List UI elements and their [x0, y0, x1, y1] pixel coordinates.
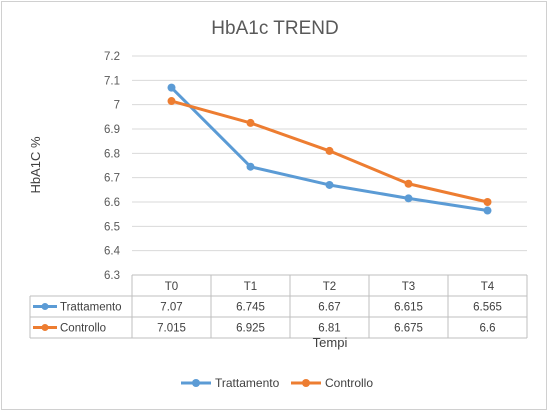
table-cell-value: 6.565	[473, 302, 502, 314]
y-tick-label: 6.5	[104, 221, 120, 233]
legend-key-marker	[302, 379, 310, 387]
table-series-name: Trattamento	[60, 302, 122, 314]
table-legend-key-marker	[41, 303, 49, 310]
x-tick-label: T4	[481, 281, 495, 293]
series-lines	[167, 83, 492, 215]
x-tick-label: T2	[323, 281, 336, 293]
data-point	[246, 118, 255, 127]
y-axis-label: HbA1C %	[28, 136, 43, 194]
table-cell-value: 6.81	[318, 323, 340, 335]
y-tick-label: 6.6	[104, 197, 120, 209]
y-tick-label: 6.9	[104, 124, 120, 136]
data-point	[404, 194, 413, 203]
y-tick-label: 6.7	[104, 173, 120, 185]
legend-item-label: Controllo	[325, 376, 373, 390]
data-point	[483, 206, 492, 215]
table-cell-value: 6.745	[236, 302, 265, 314]
table-legend-key-marker	[41, 324, 49, 331]
table-cell-value: 6.67	[318, 302, 340, 314]
table-cell-value: 6.615	[394, 302, 423, 314]
y-tick-label: 7.1	[104, 75, 120, 87]
chart-title: HbA1c TREND	[211, 18, 338, 39]
y-tick-label: 6.8	[104, 148, 120, 160]
data-point	[483, 198, 492, 206]
x-tick-label: T3	[402, 281, 415, 293]
legend-key-marker	[192, 379, 200, 387]
table-cell-value: 6.925	[236, 323, 265, 335]
data-point	[325, 180, 334, 189]
y-axis-ticks: 7.2 7.1 7 6.9 6.8 6.7 6.6 6.5 6.4 6.3	[104, 51, 121, 282]
table-cell-value: 6.675	[394, 323, 423, 335]
y-tick-label: 6.4	[104, 246, 121, 258]
y-tick-label: 7.2	[104, 51, 120, 63]
table-series-name: Controllo	[60, 323, 106, 335]
data-point	[404, 179, 413, 188]
x-tick-label: T1	[244, 281, 257, 293]
gridlines	[132, 55, 527, 276]
data-point	[167, 83, 176, 92]
data-point	[167, 97, 176, 106]
legend: Trattamento Controllo	[181, 376, 373, 390]
table-cell-value: 7.015	[157, 323, 186, 335]
x-axis-label: Tempi	[313, 335, 348, 350]
data-table: T0 T1 T2 T3 T4 Trattamento 7.07 6.745 6.67 6.615 6…	[29, 274, 528, 339]
data-point	[325, 146, 334, 155]
table-cell-value: 6.6	[480, 323, 496, 335]
y-tick-label: 6.3	[104, 270, 120, 282]
data-point	[246, 162, 255, 171]
legend-item-label: Trattamento	[215, 376, 280, 390]
y-tick-label: 7	[114, 100, 120, 112]
x-tick-label: T0	[165, 281, 178, 293]
table-cell-value: 7.07	[160, 302, 182, 314]
